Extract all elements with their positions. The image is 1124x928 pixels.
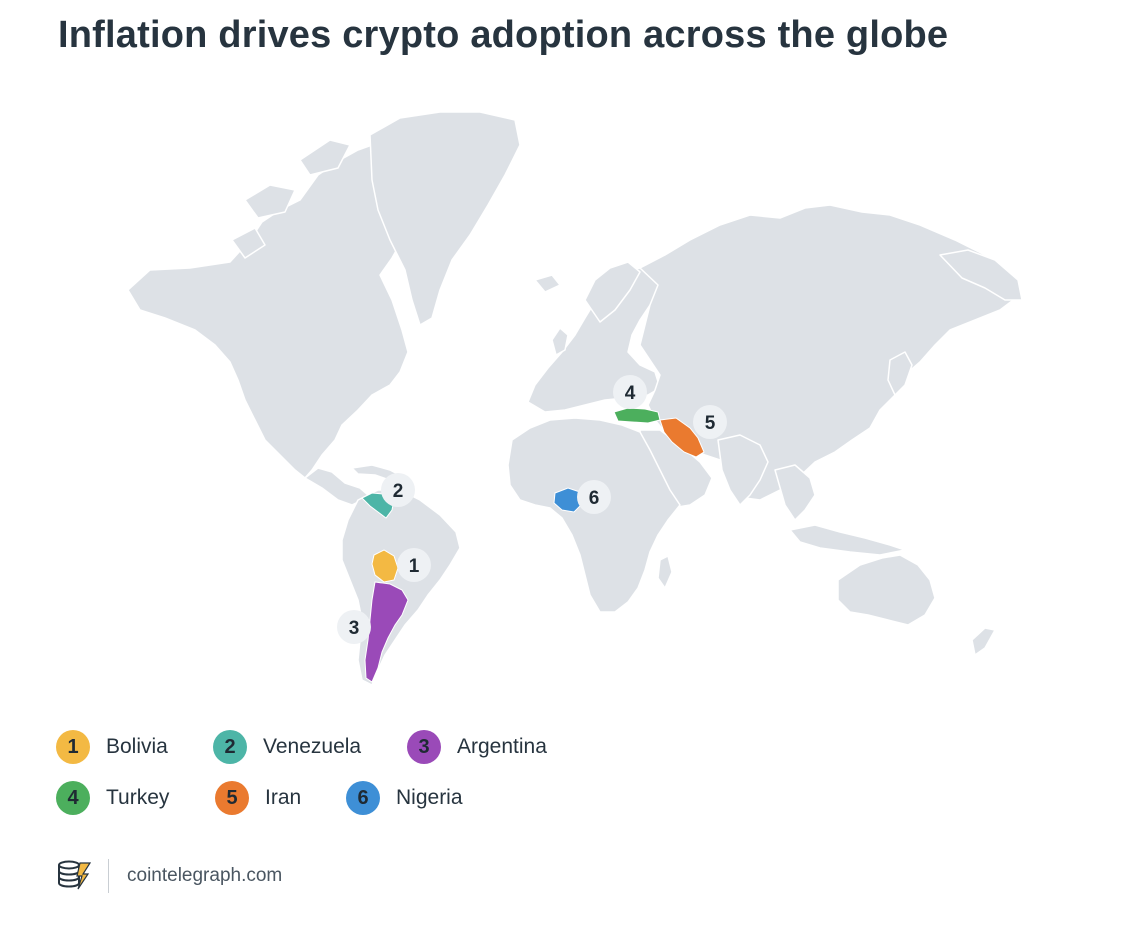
footer-source: cointelegraph.com [127,865,283,886]
japan-landmass [887,351,913,396]
legend-badge-5: 5 [215,781,249,815]
russia-far-east-landmass [939,249,1023,301]
arctic-islands-2 [299,139,351,176]
legend-label-argentina: Argentina [457,735,547,758]
legend-badge-6: 6 [346,781,380,815]
marker-circle [381,473,415,507]
legend-label-iran: Iran [265,786,302,809]
north-america-landmass [127,144,409,479]
iran-shape [659,417,705,458]
marker-number: 3 [349,618,360,639]
africa-landmass [507,417,681,613]
legend-item-iran: 5 Iran [215,781,301,815]
marker-circle [397,548,431,582]
legend-badge-3: 3 [407,730,441,764]
greenland-landmass [369,111,521,326]
map-markers: 1 2 3 4 5 6 [337,375,727,644]
marker-bolivia: 1 [397,548,431,582]
legend-item-argentina: 3 Argentina [407,730,547,764]
uk-landmass [551,327,569,356]
marker-number: 1 [409,556,420,577]
marker-argentina: 3 [337,610,371,644]
legend-badge-2: 2 [213,730,247,764]
new-zealand-landmass [971,627,996,656]
legend-label-turkey: Turkey [106,786,170,809]
southeast-asia-landmass [774,464,816,521]
indonesia-islands [789,524,906,556]
legend-item-turkey: 4 Turkey [56,781,169,815]
asia-landmass [639,204,1021,501]
nigeria-shape [553,487,583,513]
legend-label-bolivia: Bolivia [106,735,168,758]
legend-badge-1: 1 [56,730,90,764]
bolivia-shape [371,549,399,583]
marker-number: 4 [625,383,636,404]
arctic-islands-3 [231,227,266,259]
legend-label-nigeria: Nigeria [396,786,463,809]
iceland-landmass [534,274,561,293]
legend-label-venezuela: Venezuela [263,735,362,758]
marker-number: 2 [393,481,404,502]
footer: cointelegraph.com [56,856,282,896]
legend-item-bolivia: 1 Bolivia [56,730,168,764]
legend-item-venezuela: 2 Venezuela [213,730,361,764]
cointelegraph-logo-icon [56,857,92,896]
marker-venezuela: 2 [381,473,415,507]
marker-turkey: 4 [613,375,647,409]
marker-number: 6 [589,488,600,509]
footer-divider [108,859,109,893]
highlighted-countries [361,407,705,683]
legend-badge-4: 4 [56,781,90,815]
south-america-landmass [341,489,461,686]
australia-landmass [837,554,936,626]
legend-item-nigeria: 6 Nigeria [346,781,463,815]
marker-circle [693,405,727,439]
marker-circle [577,480,611,514]
land-masses [127,111,1023,686]
madagascar-landmass [657,555,673,589]
india-landmass [717,434,769,506]
arctic-islands-1 [244,184,296,219]
marker-number: 5 [705,413,716,434]
page-title: Inflation drives crypto adoption across … [58,14,949,56]
marker-nigeria: 6 [577,480,611,514]
scandinavia-landmass [584,261,641,323]
marker-iran: 5 [693,405,727,439]
marker-circle [613,375,647,409]
marker-circle [337,610,371,644]
